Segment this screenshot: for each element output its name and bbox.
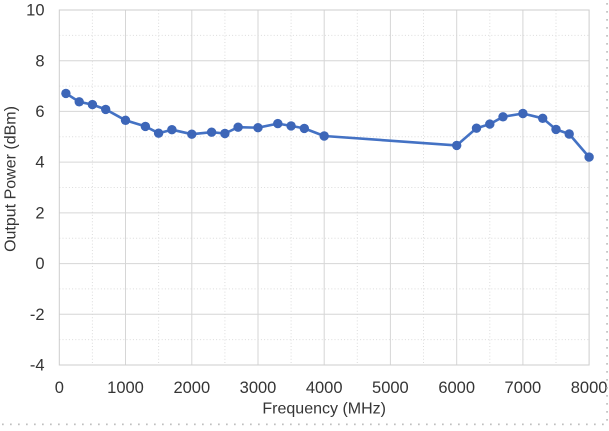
svg-text:2000: 2000 — [173, 379, 210, 397]
svg-text:-4: -4 — [30, 357, 45, 375]
svg-text:Frequency (MHz): Frequency (MHz) — [262, 401, 386, 418]
svg-text:6000: 6000 — [438, 379, 475, 397]
svg-text:-2: -2 — [30, 306, 45, 324]
svg-text:10: 10 — [26, 2, 44, 20]
svg-text:5000: 5000 — [372, 379, 409, 397]
svg-text:7000: 7000 — [505, 379, 542, 397]
svg-text:2: 2 — [35, 205, 44, 223]
svg-text:Output Power (dBm): Output Power (dBm) — [3, 106, 20, 252]
svg-text:6: 6 — [35, 103, 44, 121]
svg-text:1000: 1000 — [107, 379, 144, 397]
svg-text:0: 0 — [35, 255, 44, 273]
svg-text:8: 8 — [35, 52, 44, 70]
svg-text:4000: 4000 — [306, 379, 343, 397]
svg-text:4: 4 — [35, 154, 44, 172]
svg-text:0: 0 — [55, 379, 64, 397]
svg-text:3000: 3000 — [240, 379, 277, 397]
svg-text:8000: 8000 — [571, 379, 608, 397]
